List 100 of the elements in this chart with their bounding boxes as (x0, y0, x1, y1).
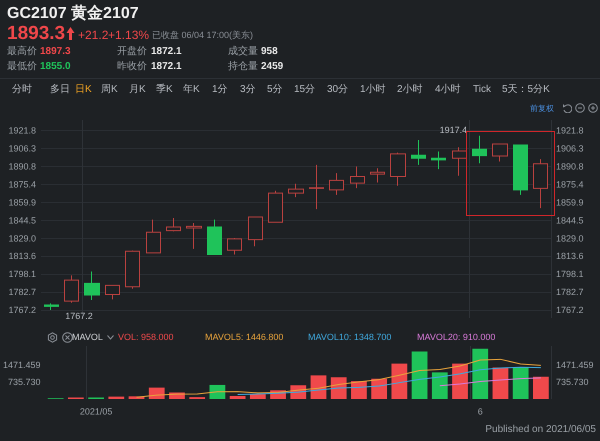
text: 已收盘 06/04 17:00(美东) (152, 30, 254, 40)
candlestick (105, 284, 120, 300)
candlestick (125, 250, 140, 290)
candlestick (146, 219, 161, 254)
y2-tick-label: 1829.0 (556, 233, 584, 244)
bar (432, 372, 448, 399)
text: +21.2 (78, 28, 108, 42)
y2-tick-label: 1844.5 (556, 215, 584, 226)
text: 958 (261, 46, 278, 57)
bar (492, 368, 508, 399)
line-series (439, 377, 542, 386)
y-tick-label: 1767.2 (8, 304, 36, 315)
text: 最高价 (7, 46, 37, 57)
text: MAVOL10: 1348.700 (308, 332, 392, 342)
text: Published on 2021/06/05 (485, 424, 596, 435)
text: 年K (183, 84, 200, 95)
text: 4小时 (435, 84, 461, 95)
text: 多日 (50, 84, 70, 95)
text: 成交量 (228, 46, 258, 57)
candlestick (431, 151, 446, 170)
bar (210, 384, 226, 399)
text: 1893.3 (7, 23, 66, 44)
candlestick (370, 168, 385, 184)
bar (310, 375, 326, 399)
y-tick-label: 1844.5 (8, 215, 36, 226)
candlestick (44, 302, 59, 310)
text: Tick (473, 84, 491, 95)
candlestick (329, 172, 344, 196)
y-tick-label: 1813.6 (8, 251, 36, 262)
candlestick (350, 166, 365, 189)
candlestick (513, 144, 528, 196)
text: 1小时 (360, 84, 386, 95)
bar (533, 376, 549, 399)
bar (512, 368, 529, 399)
y-tick-label: 1906.3 (8, 144, 36, 154)
text: MAVOL20: 910.000 (417, 332, 496, 342)
text: 5分 (267, 84, 283, 95)
y2-tick-label: 1859.9 (556, 197, 584, 208)
y2-tick-label: 735.730 (556, 376, 589, 387)
text: GC2107 黄金2107 (7, 5, 139, 22)
bar (148, 388, 165, 399)
candlestick (309, 164, 324, 210)
y-tick-label: 1798.1 (8, 269, 36, 280)
candlestick (268, 190, 283, 223)
bar (472, 348, 488, 399)
text: 开盘价 (117, 46, 147, 57)
text: 5天：5分K (502, 84, 550, 95)
text: 1855.0 (40, 61, 71, 72)
x-tick-label: 2021/05 (80, 406, 112, 416)
y2-tick-label: 1906.3 (556, 144, 584, 154)
candlestick (390, 152, 406, 186)
candlestick (288, 183, 304, 198)
y2-tick-label: 1890.8 (556, 162, 584, 172)
candlestick (411, 139, 426, 166)
bar (452, 364, 468, 399)
text: MAVOL5: 1446.800 (205, 332, 284, 342)
text: 周K (101, 84, 118, 95)
text: 昨收价 (117, 61, 147, 72)
text: 1897.3 (40, 46, 71, 57)
candlestick (533, 158, 548, 209)
y2-tick-label: 1782.7 (556, 287, 584, 298)
text: VOL: 958.000 (118, 332, 174, 342)
text: +1.13% (108, 28, 150, 42)
candlestick (492, 144, 508, 162)
bar (230, 396, 246, 399)
candlestick (166, 218, 181, 232)
y-tick-label: 1782.7 (8, 287, 36, 298)
legend-title: MAVOL (72, 332, 103, 342)
y2-tick-label: 1767.2 (556, 304, 584, 315)
candlestick (84, 270, 100, 301)
y2-tick-label: 1798.1 (556, 269, 584, 280)
text: 1872.1 (151, 61, 182, 72)
candlestick (64, 274, 79, 304)
y-tick-label: 735.730 (8, 376, 41, 387)
text: 2459 (261, 61, 284, 72)
y2-tick-label: 1471.459 (556, 360, 594, 370)
text: 30分 (327, 84, 348, 95)
text: 持仓量 (228, 61, 258, 72)
y2-tick-label: 1875.4 (556, 179, 584, 190)
y-tick-label: 1890.8 (8, 162, 36, 172)
text: 1分 (212, 84, 228, 95)
text: 3分 (240, 84, 256, 95)
annotation: 1917.4 (440, 124, 468, 135)
candlestick (227, 237, 242, 256)
line-series (136, 358, 542, 398)
candlestick (472, 135, 487, 164)
text: 2小时 (397, 84, 423, 95)
candlestick (452, 146, 467, 176)
x-tick-label: 6 (478, 406, 483, 416)
text: 前复权 (530, 104, 554, 113)
y-tick-label: 1921.8 (8, 126, 36, 136)
candlestick (207, 219, 222, 256)
text: 季K (156, 84, 173, 95)
y2-tick-label: 1813.6 (556, 251, 584, 262)
y-tick-label: 1471.459 (2, 360, 41, 370)
text: 月K (129, 84, 146, 95)
bar (391, 364, 408, 399)
annotation: 1767.2 (65, 310, 93, 321)
y2-tick-label: 1921.8 (556, 126, 584, 136)
y-tick-label: 1875.4 (8, 179, 36, 190)
